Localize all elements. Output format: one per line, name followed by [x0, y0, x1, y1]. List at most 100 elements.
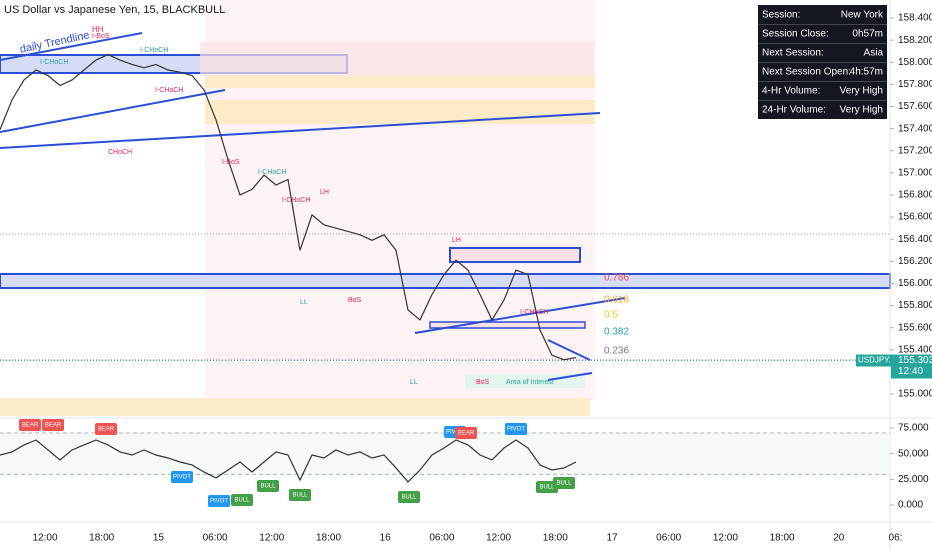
structure-label: CHoCH — [108, 149, 132, 156]
signal-badge — [398, 491, 420, 503]
structure-label: BoS — [476, 379, 490, 386]
structure-label: I-BoS — [222, 159, 240, 166]
x-tick-label: 20 — [833, 533, 845, 544]
signal-badge — [536, 481, 558, 493]
table-value: Asia — [864, 48, 884, 59]
fib-label: 0.382 — [604, 327, 629, 338]
y-tick-label: 157.600 — [898, 101, 932, 112]
signal-badge — [171, 471, 193, 483]
x-tick-label: 18:00 — [316, 533, 341, 544]
signal-label: BEAR — [458, 431, 475, 437]
y-tick-label: 156.200 — [898, 256, 932, 267]
y-tick-label: 0.000 — [898, 500, 923, 511]
signal-label: PIVOT — [173, 475, 191, 481]
x-tick-label: 06:00 — [656, 533, 681, 544]
table-value: 4h:57m — [850, 67, 883, 78]
signal-label: PIVOT — [507, 427, 525, 433]
price-line — [0, 53, 577, 361]
signal-badge — [505, 423, 527, 435]
x-tick-label: 12:00 — [259, 533, 284, 544]
signal-label: BULL — [539, 485, 555, 491]
table-key: Session Close: — [762, 29, 829, 40]
x-tick-label: 12:00 — [713, 533, 738, 544]
y-tick-label: 75.000 — [898, 423, 929, 434]
zone — [0, 273, 891, 289]
structure-label: I-CHoCH — [282, 197, 310, 204]
y-tick-label: 156.400 — [898, 234, 932, 245]
structure-label: LL — [300, 299, 308, 306]
y-tick-label: 155.000 — [898, 389, 932, 400]
structure-label: LH — [452, 237, 461, 244]
y-tick-label: 157.400 — [898, 123, 932, 134]
price-tag — [891, 354, 932, 379]
zone — [449, 247, 581, 263]
x-tick-label: 06: — [889, 533, 903, 544]
x-tick-label: 18:00 — [543, 533, 568, 544]
y-tick-label: 155.600 — [898, 322, 932, 333]
trendline — [0, 32, 143, 61]
x-tick-label: 15 — [153, 533, 165, 544]
signal-badge — [231, 494, 253, 506]
y-tick-label: 25.000 — [898, 474, 929, 485]
y-tick-label: 156.000 — [898, 278, 932, 289]
y-tick-label: 156.600 — [898, 212, 932, 223]
table-value: New York — [841, 10, 884, 21]
signal-label: BULL — [401, 495, 417, 501]
trendline — [414, 297, 626, 334]
table-key: 24-Hr Volume: — [762, 105, 826, 116]
trendline — [0, 89, 226, 133]
signal-badge — [553, 477, 575, 489]
signal-label: BULL — [556, 481, 572, 487]
x-tick-label: 12:00 — [32, 533, 57, 544]
price-label: 155.303 — [898, 355, 932, 366]
signal-badge — [208, 495, 230, 507]
structure-label: I-CHoCH — [520, 309, 548, 316]
signal-badge — [95, 423, 117, 435]
structure-label: HH — [92, 25, 104, 34]
structure-label: I-CHoCH — [140, 47, 168, 54]
y-tick-label: 157.200 — [898, 145, 932, 156]
structure-label: I-CHoCH — [258, 169, 286, 176]
trendline — [547, 372, 593, 381]
y-tick-label: 50.000 — [898, 448, 929, 459]
y-tick-label: 156.800 — [898, 190, 932, 201]
signal-label: BEAR — [45, 423, 62, 429]
table-value: 0h57m — [852, 29, 883, 40]
table-key: Session: — [762, 10, 800, 21]
x-tick-label: 06:00 — [203, 533, 228, 544]
structure-label: I-CHoCH — [155, 87, 183, 94]
fib-label: 0.5 — [604, 310, 618, 321]
signal-badge — [19, 419, 41, 431]
trendline — [547, 339, 591, 361]
table-value: Very High — [840, 86, 883, 97]
signal-label: BEAR — [98, 427, 115, 433]
price-tag — [856, 354, 900, 367]
structure-label: LH — [320, 189, 329, 196]
zone — [205, 76, 595, 88]
zone — [429, 321, 586, 329]
signal-label: BEAR — [22, 423, 39, 429]
y-tick-label: 158.200 — [898, 35, 932, 46]
signal-label: BULL — [292, 493, 308, 499]
fib-label: 0.236 — [604, 346, 629, 357]
structure-label: I-BoS — [92, 33, 110, 40]
structure-label: BoS — [348, 297, 362, 304]
x-tick-label: 18:00 — [89, 533, 114, 544]
y-tick-label: 157.800 — [898, 79, 932, 90]
symbol-label: USDJPY.P — [858, 356, 896, 365]
signal-badge — [289, 489, 311, 501]
x-tick-label: 06:00 — [429, 533, 454, 544]
zone — [200, 42, 595, 76]
fib-label: 0.786 — [604, 273, 629, 284]
band-fill — [0, 433, 890, 475]
session-band — [0, 398, 590, 416]
table-key: Next Session Open: — [762, 67, 851, 78]
y-tick-label: 158.000 — [898, 57, 932, 68]
y-tick-label: 157.000 — [898, 167, 932, 178]
chart-title: US Dollar vs Japanese Yen, 15, BLACKBULL — [4, 4, 225, 16]
structure-label: LL — [410, 379, 418, 386]
structure-label: Area of Interest — [506, 379, 554, 386]
x-tick-label: 18:00 — [770, 533, 795, 544]
trendline — [0, 112, 601, 149]
